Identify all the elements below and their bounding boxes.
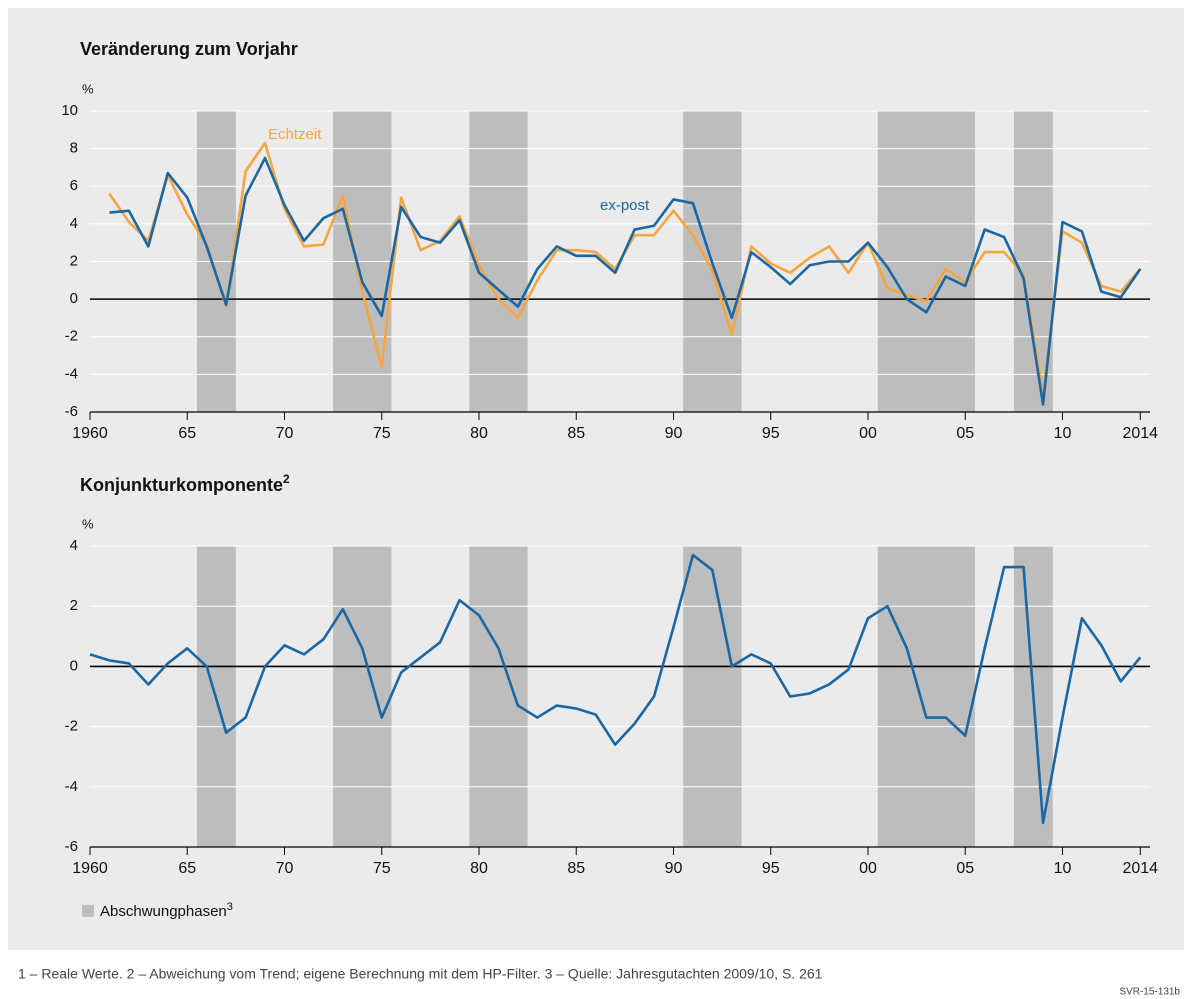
- x-tick-label: 05: [956, 860, 974, 877]
- x-tick-label: 05: [956, 425, 974, 442]
- y-tick-label: -4: [65, 365, 78, 382]
- x-tick-label: 70: [276, 425, 294, 442]
- x-tick-label: 90: [665, 425, 683, 442]
- y-tick-label: 4: [70, 537, 78, 554]
- x-tick-label: 00: [859, 425, 877, 442]
- x-tick-label: 80: [470, 860, 488, 877]
- y-unit: %: [82, 81, 94, 96]
- x-tick-label: 75: [373, 860, 391, 877]
- y-tick-label: -6: [65, 838, 78, 855]
- x-tick-label: 1960: [72, 860, 108, 877]
- x-tick-label: 85: [567, 860, 585, 877]
- y-tick-label: -4: [65, 778, 78, 795]
- y-tick-label: 10: [61, 102, 78, 119]
- chart-title-text: Konjunkturkomponente: [80, 475, 283, 495]
- y-tick-label: 6: [70, 177, 78, 194]
- y-unit: %: [82, 516, 94, 531]
- chart-title-sup: 2: [283, 472, 290, 486]
- x-tick-label: 75: [373, 425, 391, 442]
- y-tick-label: -6: [65, 403, 78, 420]
- y-tick-label: 2: [70, 252, 78, 269]
- y-tick-label: -2: [65, 718, 78, 735]
- legend-text: Abschwungphasen: [100, 903, 227, 920]
- footnote: 1 – Reale Werte. 2 – Abweichung vom Tren…: [18, 966, 823, 982]
- chart-title: Konjunkturkomponente2: [80, 472, 290, 495]
- legend-sup: 3: [227, 901, 233, 913]
- shaded-phase: [877, 546, 975, 847]
- y-tick-label: 0: [70, 657, 78, 674]
- legend-label: Abschwungphasen3: [100, 901, 233, 920]
- chart-title-text: Veränderung zum Vorjahr: [80, 39, 298, 59]
- chart-title: Veränderung zum Vorjahr: [80, 39, 298, 59]
- x-tick-label: 95: [762, 425, 780, 442]
- x-tick-label: 65: [178, 860, 196, 877]
- x-tick-label: 10: [1054, 425, 1072, 442]
- x-tick-label: 90: [665, 860, 683, 877]
- x-tick-label: 2014: [1122, 860, 1158, 877]
- x-tick-label: 2014: [1122, 425, 1158, 442]
- shaded-phase: [683, 546, 742, 847]
- shaded-phase: [469, 546, 528, 847]
- shaded-phase: [333, 546, 392, 847]
- series-line: [109, 156, 1142, 406]
- x-tick-label: 1960: [72, 425, 108, 442]
- x-tick-label: 10: [1054, 860, 1072, 877]
- x-tick-label: 00: [859, 860, 877, 877]
- series-label: Echtzeit: [268, 126, 322, 143]
- y-tick-label: 2: [70, 597, 78, 614]
- code: SVR-15-131b: [1119, 987, 1180, 998]
- series-label: ex-post: [600, 197, 650, 214]
- legend-swatch: [82, 905, 94, 917]
- y-tick-label: -2: [65, 328, 78, 345]
- x-tick-label: 85: [567, 425, 585, 442]
- x-tick-label: 95: [762, 860, 780, 877]
- y-tick-label: 4: [70, 215, 78, 232]
- y-tick-label: 8: [70, 140, 78, 157]
- y-tick-label: 0: [70, 290, 78, 307]
- series-line: [89, 553, 1142, 825]
- x-tick-label: 70: [276, 860, 294, 877]
- x-tick-label: 80: [470, 425, 488, 442]
- x-tick-label: 65: [178, 425, 196, 442]
